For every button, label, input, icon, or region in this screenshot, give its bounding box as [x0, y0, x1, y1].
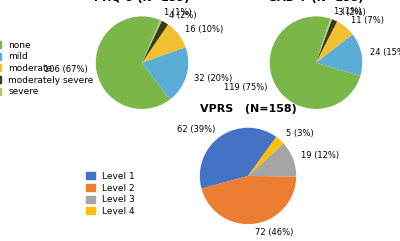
Title: PHQ-9 (N=159): PHQ-9 (N=159): [94, 0, 190, 3]
Wedge shape: [316, 21, 352, 63]
Wedge shape: [200, 128, 276, 189]
Text: 4 (2%): 4 (2%): [169, 11, 197, 20]
Text: 1 (1%): 1 (1%): [164, 8, 192, 17]
Text: 24 (15%): 24 (15%): [370, 48, 400, 57]
Text: 72 (46%): 72 (46%): [255, 228, 294, 237]
Wedge shape: [202, 176, 296, 224]
Wedge shape: [142, 21, 168, 63]
Text: 32 (20%): 32 (20%): [194, 74, 232, 83]
Text: 106 (67%): 106 (67%): [44, 65, 88, 74]
Wedge shape: [142, 24, 186, 63]
Wedge shape: [316, 34, 362, 76]
Text: 62 (39%): 62 (39%): [177, 125, 216, 134]
Text: 16 (10%): 16 (10%): [185, 25, 224, 34]
Title: GAD-7 (N=158): GAD-7 (N=158): [268, 0, 364, 3]
Wedge shape: [142, 47, 188, 100]
Title: VPRS   (N=158): VPRS (N=158): [200, 104, 296, 114]
Wedge shape: [270, 16, 360, 109]
Text: 1 (1%): 1 (1%): [334, 7, 362, 16]
Wedge shape: [96, 16, 170, 109]
Text: 11 (7%): 11 (7%): [351, 16, 384, 25]
Legend: Level 1, Level 2, Level 3, Level 4: Level 1, Level 2, Level 3, Level 4: [84, 170, 136, 218]
Text: 3 (2%): 3 (2%): [338, 8, 366, 17]
Text: 5 (3%): 5 (3%): [286, 129, 314, 138]
Wedge shape: [248, 137, 284, 176]
Text: 19 (12%): 19 (12%): [301, 151, 339, 160]
Legend: none, mild, moderate, moderately severe, severe: none, mild, moderate, moderately severe,…: [0, 39, 96, 98]
Wedge shape: [248, 143, 296, 176]
Text: 119 (75%): 119 (75%): [224, 83, 268, 93]
Wedge shape: [316, 19, 337, 63]
Wedge shape: [142, 20, 162, 63]
Wedge shape: [316, 19, 332, 63]
